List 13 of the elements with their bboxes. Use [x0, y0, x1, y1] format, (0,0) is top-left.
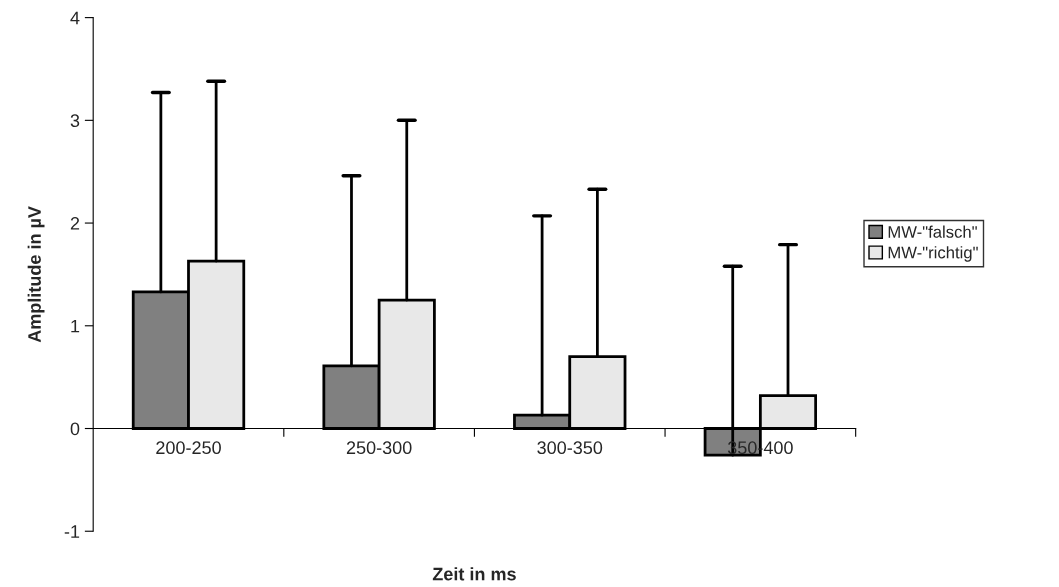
- y-tick-label: 0: [70, 422, 80, 436]
- y-tick-label: 2: [70, 216, 80, 230]
- x-tick-label: 250-300: [346, 441, 412, 455]
- y-axis-title: Amplitude in µV: [27, 206, 45, 343]
- legend-label: MW-"richtig": [888, 246, 978, 262]
- y-tick-label: 4: [70, 11, 80, 25]
- x-tick-label: 200-250: [156, 441, 221, 455]
- x-axis-title: Zeit in ms: [432, 567, 516, 581]
- legend-label: MW-"falsch": [888, 225, 977, 238]
- x-tick-label: 300-350: [537, 441, 603, 455]
- y-tick-label: -1: [64, 525, 80, 538]
- y-tick-label: 1: [71, 319, 80, 333]
- y-tick-label: 3: [70, 114, 80, 128]
